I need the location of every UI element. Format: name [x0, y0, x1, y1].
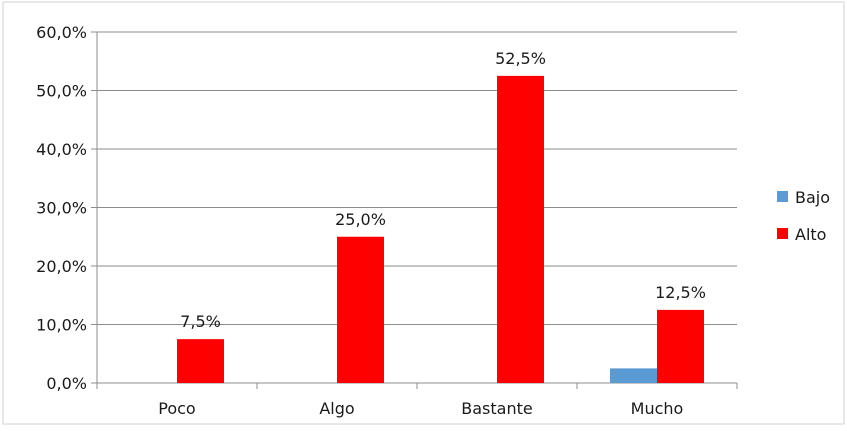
bar-bajo-mucho [610, 368, 657, 383]
y-tick-label: 0,0% [46, 374, 87, 393]
legend-swatch-alto [777, 228, 788, 239]
bar-alto-algo [337, 236, 384, 383]
bar-alto-poco [177, 339, 224, 383]
legend: Bajo Alto [777, 188, 830, 244]
data-labels: 7,5% 25,0% 52,5% 12,5% [180, 49, 706, 331]
data-label: 12,5% [655, 283, 706, 302]
axes: 0,0% 10,0% 20,0% 30,0% 40,0% 50,0% 60,0% Poco Al… [36, 23, 738, 418]
data-label: 25,0% [335, 210, 386, 229]
gridlines [97, 31, 737, 325]
y-tick-label: 20,0% [36, 257, 87, 276]
data-label: 52,5% [495, 49, 546, 68]
legend-label-bajo: Bajo [795, 188, 830, 207]
y-tick-label: 40,0% [36, 140, 87, 159]
x-tick-label: Bastante [461, 399, 532, 418]
x-tick-label: Poco [158, 399, 195, 418]
data-label: 7,5% [180, 312, 221, 331]
y-tick-label: 60,0% [36, 23, 87, 42]
bar-alto-mucho [657, 309, 704, 383]
x-tick-label: Algo [319, 399, 354, 418]
x-tick-label: Mucho [631, 399, 684, 418]
legend-label-alto: Alto [795, 225, 826, 244]
bar-alto-bastante [497, 75, 544, 383]
legend-swatch-bajo [777, 191, 788, 202]
y-tick-label: 10,0% [36, 316, 87, 335]
chart-border [2, 1, 845, 425]
y-tick-label: 50,0% [36, 82, 87, 101]
y-tick-label: 30,0% [36, 199, 87, 218]
bars [177, 75, 704, 383]
